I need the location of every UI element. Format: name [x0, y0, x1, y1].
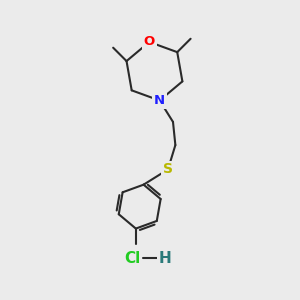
Text: S: S: [163, 163, 173, 176]
Text: O: O: [144, 35, 155, 49]
Text: Cl: Cl: [124, 251, 140, 266]
Text: N: N: [154, 94, 165, 107]
Text: H: H: [158, 251, 171, 266]
